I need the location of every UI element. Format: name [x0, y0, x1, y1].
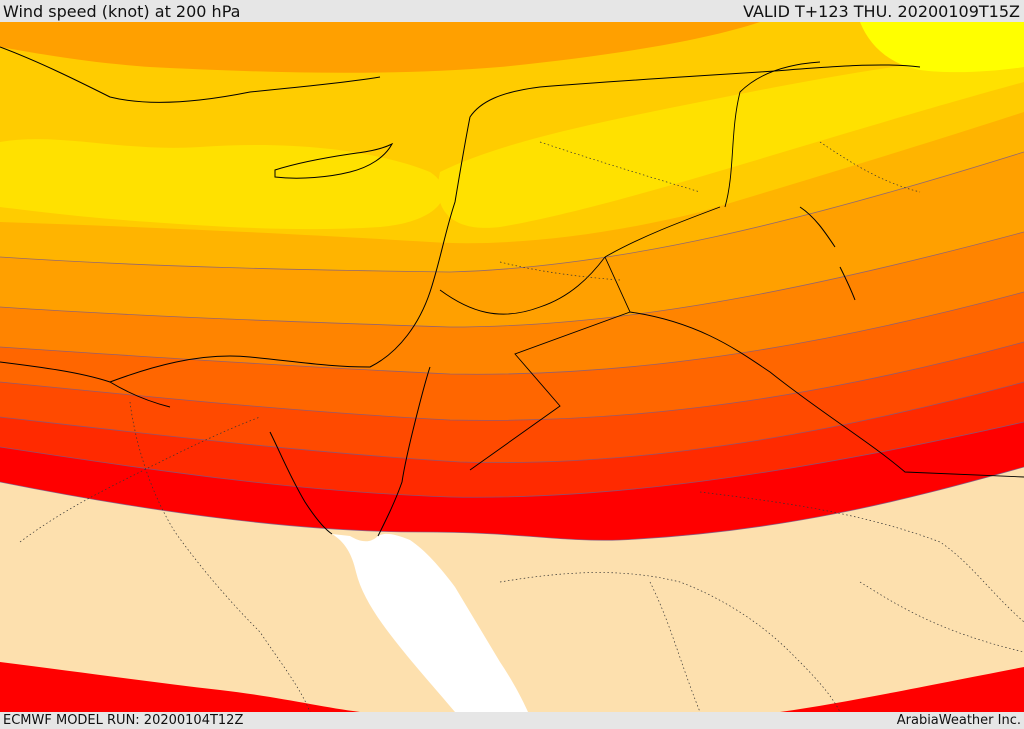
valid-time-label: VALID T+123 THU. 20200109T15Z: [743, 2, 1020, 21]
wind-band-9-west: [0, 139, 444, 230]
wind-speed-map: [0, 22, 1024, 712]
borders: [439, 61, 1024, 478]
red-sea: [332, 533, 528, 712]
wind-band-7-north: [0, 22, 760, 73]
wind-band-10: [860, 22, 1024, 73]
coastlines: [0, 46, 921, 537]
wind-band-south: [0, 662, 360, 712]
contour-lines: [0, 151, 1024, 541]
wind-band-south-east: [780, 667, 1024, 712]
map-title: Wind speed (knot) at 200 hPa: [3, 2, 241, 21]
footer-bar: ECMWF MODEL RUN: 20200104T12Z ArabiaWeat…: [0, 712, 1024, 729]
admin-boundaries: [19, 141, 1024, 712]
header-bar: Wind speed (knot) at 200 hPa VALID T+123…: [0, 0, 1024, 22]
brand-label: ArabiaWeather Inc.: [896, 713, 1021, 728]
model-run-label: ECMWF MODEL RUN: 20200104T12Z: [3, 713, 244, 728]
wind-band-9-east: [438, 52, 1024, 228]
